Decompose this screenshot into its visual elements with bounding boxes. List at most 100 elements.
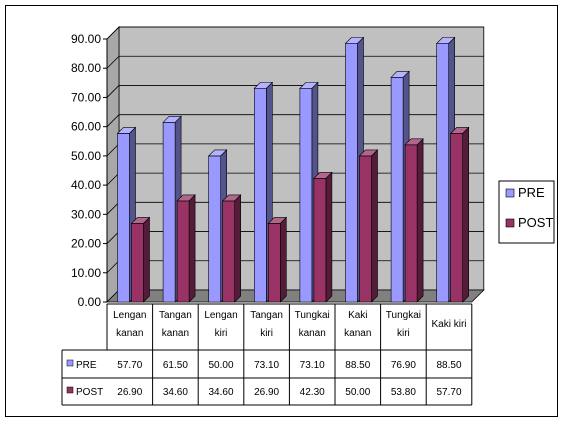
bar-front: [208, 155, 221, 303]
bar-front: [359, 155, 372, 303]
bar-front: [117, 133, 130, 303]
y-tick-label: 60.00: [71, 120, 101, 134]
bar-top: [358, 149, 379, 157]
category-label: Lengan: [204, 310, 237, 321]
category-label: Lengan: [113, 310, 146, 321]
bar-front: [267, 223, 281, 303]
table-cell: 26.90: [117, 387, 142, 398]
bar-post: [313, 171, 333, 303]
bar-top: [162, 115, 182, 123]
category-label: Tangan: [250, 310, 283, 321]
table-cell: 57.70: [436, 387, 461, 398]
bar-front: [222, 200, 235, 303]
table-cell: 50.00: [345, 387, 370, 398]
bar-side: [371, 149, 378, 303]
table-cell: 34.60: [208, 387, 233, 398]
category-label: Tungkai: [295, 310, 330, 321]
bar-side: [416, 138, 424, 303]
bar-post: [130, 216, 151, 303]
y-tick-label: 80.00: [71, 61, 101, 75]
bar-post: [404, 138, 424, 303]
bar-side: [234, 194, 241, 303]
bar-front: [345, 43, 358, 303]
bar-top: [344, 37, 365, 44]
bar-front: [450, 133, 464, 303]
category-label: Kaki: [348, 310, 367, 321]
bar-post: [221, 194, 242, 303]
y-tick-label: 70.00: [71, 90, 101, 104]
bar-front: [313, 178, 327, 303]
category-label: kiri: [397, 328, 410, 339]
bar-top: [221, 194, 242, 202]
bar-top: [130, 217, 151, 224]
bar-front: [131, 223, 144, 303]
category-label: kanan: [344, 328, 371, 339]
bar-top: [207, 149, 228, 157]
category-label: Kaki kiri: [431, 319, 466, 330]
legend-swatch: [505, 188, 515, 198]
bar-top: [267, 217, 288, 224]
bar-post: [267, 216, 288, 303]
bar-top: [404, 138, 424, 146]
bar-side: [462, 126, 470, 303]
table-legend-key: [66, 359, 74, 367]
table-row-header: POST: [76, 387, 103, 398]
table-cell: 76.90: [391, 360, 416, 371]
table-cell: 73.10: [300, 360, 325, 371]
table-cell: 57.70: [117, 360, 142, 371]
bar-side: [279, 216, 287, 303]
y-tick-label: 30.00: [71, 207, 101, 221]
bar-post: [449, 126, 470, 303]
table-cell: 88.50: [436, 360, 461, 371]
table-cell: 50.00: [208, 360, 233, 371]
table-cell: 53.80: [391, 387, 416, 398]
bar-top: [299, 82, 319, 89]
table-cell: 61.50: [163, 360, 188, 371]
legend-label: POST: [518, 215, 553, 230]
gridline: [106, 26, 484, 40]
bar-front: [162, 121, 176, 303]
table-cell: 34.60: [163, 387, 188, 398]
bar-top: [116, 127, 137, 134]
legend-label: PRE: [518, 185, 545, 200]
bar-side: [143, 216, 150, 303]
bar-front: [390, 76, 404, 303]
bar-side: [188, 194, 196, 303]
y-tick-label: 40.00: [71, 178, 101, 192]
bar-pre: [116, 126, 137, 303]
table-cell: 26.90: [254, 387, 279, 398]
category-label: kanan: [116, 328, 143, 339]
bar-front: [299, 88, 313, 303]
y-tick-label: 10.00: [71, 266, 101, 280]
bar-top: [176, 194, 196, 202]
bar-top: [390, 70, 410, 78]
table-cell: 88.50: [345, 360, 370, 371]
category-label: kiri: [260, 328, 273, 339]
bar-front: [254, 88, 267, 303]
table-row-header: PRE: [76, 360, 97, 371]
bar-top: [435, 37, 456, 44]
table-cell: 42.30: [300, 387, 325, 398]
category-label: kanan: [162, 328, 189, 339]
bar-top: [449, 127, 470, 134]
category-label: Tangan: [159, 310, 192, 321]
bar-front: [404, 144, 418, 303]
bar-top: [253, 82, 274, 89]
table-cell: 73.10: [254, 360, 279, 371]
legend-swatch: [505, 218, 515, 228]
y-tick-label: 90.00: [71, 32, 101, 46]
y-tick-label: 50.00: [71, 149, 101, 163]
bar-front: [176, 200, 190, 303]
table-legend-key: [66, 386, 74, 394]
y-tick-label: 20.00: [71, 237, 101, 251]
y-tick-label: 0.00: [78, 295, 102, 309]
bar-front: [436, 43, 450, 303]
bar-top: [313, 172, 333, 179]
category-label: kanan: [299, 328, 326, 339]
bar-side: [325, 171, 333, 303]
bar-post: [176, 194, 196, 303]
bar-post: [358, 149, 379, 303]
category-label: Tungkai: [386, 310, 421, 321]
category-label: kiri: [215, 328, 228, 339]
